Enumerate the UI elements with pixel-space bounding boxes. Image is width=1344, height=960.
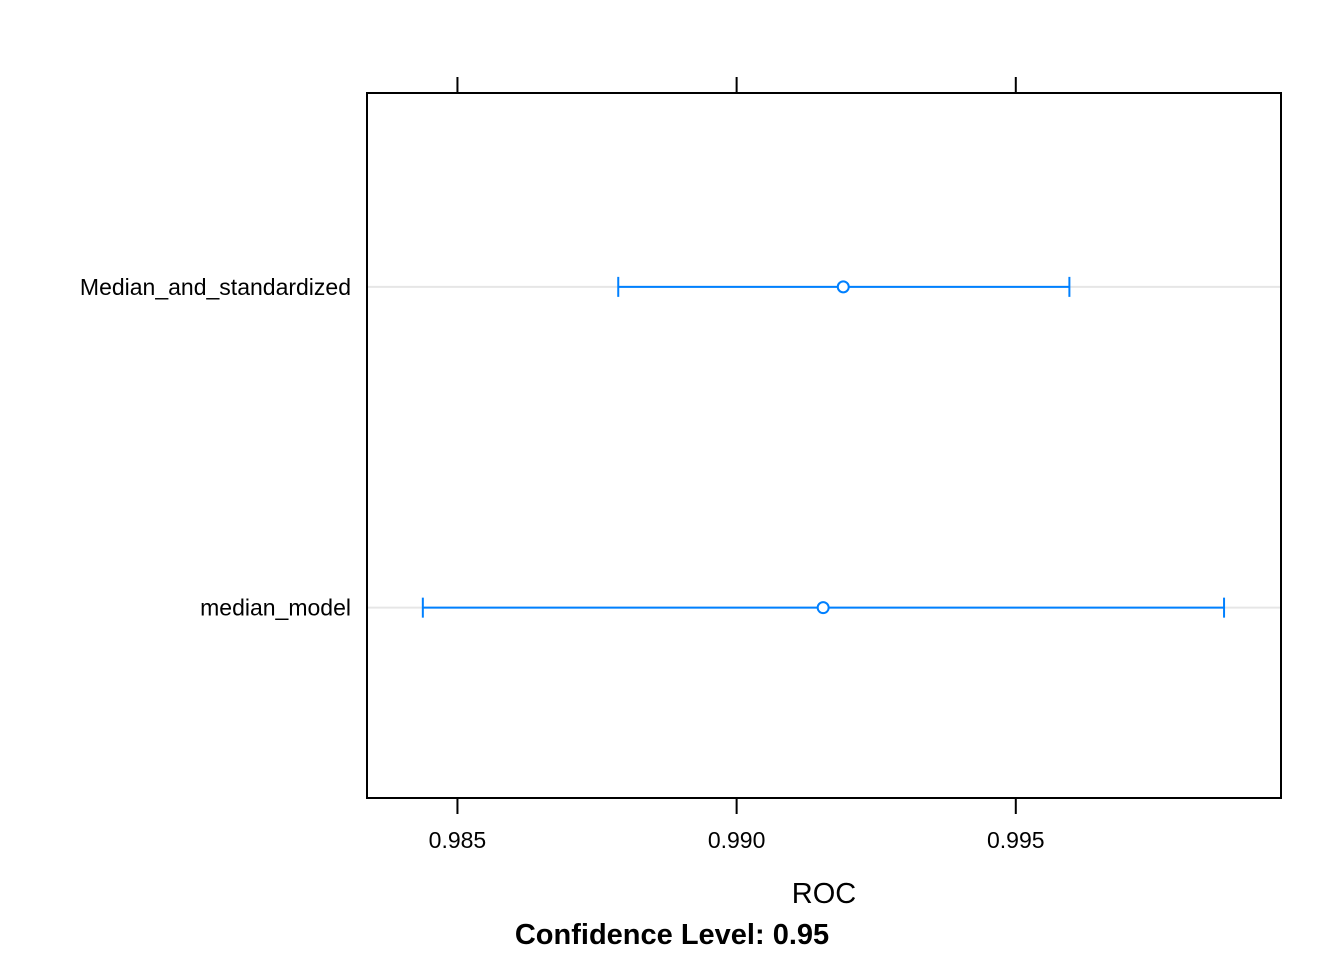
top-ticks — [456, 77, 1017, 93]
y-label-median_model: median_model — [200, 595, 351, 621]
x-tick-label-0.995: 0.995 — [987, 827, 1045, 853]
y-tick-labels: Median_and_standardized median_model — [80, 274, 351, 621]
plot-frame — [366, 92, 1282, 799]
intervals — [421, 276, 1226, 618]
confidence-level-subtitle: Confidence Level: 0.95 — [515, 919, 829, 951]
x-tick-label-0.990: 0.990 — [708, 827, 766, 853]
bottom-ticks: 0.985 0.990 0.995 — [429, 798, 1045, 853]
y-label-Median_and_standardized: Median_and_standardized — [80, 274, 351, 300]
estimate-point-median_model — [816, 601, 830, 615]
plot-background — [367, 93, 1281, 798]
x-tick-label-0.985: 0.985 — [429, 827, 487, 853]
x-axis-title: ROC — [792, 878, 856, 910]
estimate-point-Median_and_standardized — [836, 280, 850, 294]
